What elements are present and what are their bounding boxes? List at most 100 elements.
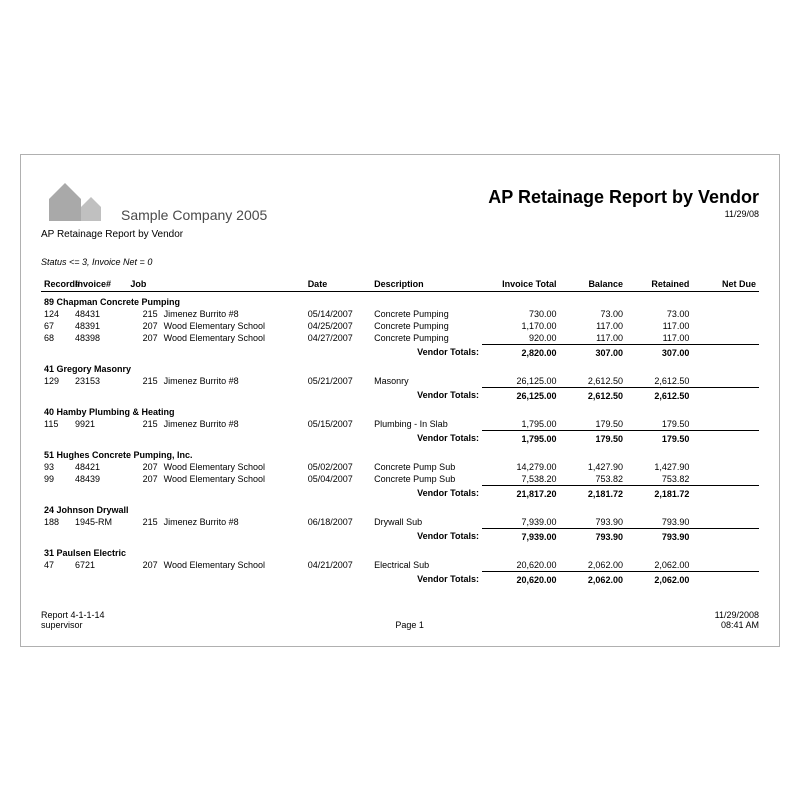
cell-retained: 117.00 bbox=[626, 332, 692, 345]
cell-record: 188 bbox=[41, 516, 72, 529]
cell-invoice: 1945-RM bbox=[72, 516, 127, 529]
cell-date: 06/18/2007 bbox=[305, 516, 371, 529]
report-date: 11/29/08 bbox=[725, 209, 759, 219]
cell-total-due bbox=[692, 387, 759, 402]
cell-retained: 73.00 bbox=[626, 308, 692, 320]
report-title: AP Retainage Report by Vendor bbox=[488, 187, 759, 208]
cell-total-invoice: 7,939.00 bbox=[482, 528, 560, 543]
cell-description: Concrete Pumping bbox=[371, 320, 482, 332]
cell-balance: 2,612.50 bbox=[560, 375, 626, 388]
vendor-totals-label: Vendor Totals: bbox=[41, 387, 482, 402]
cell-net-due bbox=[692, 418, 759, 431]
cell-retained: 2,062.00 bbox=[626, 559, 692, 572]
cell-job-num: 215 bbox=[127, 375, 160, 388]
cell-retained: 2,612.50 bbox=[626, 375, 692, 388]
vendor-name: 24 Johnson Drywall bbox=[41, 500, 759, 516]
cell-balance: 117.00 bbox=[560, 320, 626, 332]
cell-invoice-total: 26,125.00 bbox=[482, 375, 560, 388]
cell-net-due bbox=[692, 375, 759, 388]
vendor-totals-label: Vendor Totals: bbox=[41, 528, 482, 543]
cell-invoice: 48398 bbox=[72, 332, 127, 345]
cell-invoice: 48431 bbox=[72, 308, 127, 320]
col-net-due: Net Due bbox=[692, 277, 759, 292]
cell-description: Plumbing - In Slab bbox=[371, 418, 482, 431]
cell-job-num: 207 bbox=[127, 559, 160, 572]
cell-invoice: 9921 bbox=[72, 418, 127, 431]
cell-record: 129 bbox=[41, 375, 72, 388]
vendor-totals-label: Vendor Totals: bbox=[41, 430, 482, 445]
cell-total-invoice: 2,820.00 bbox=[482, 344, 560, 359]
footer-right: 11/29/2008 08:41 AM bbox=[715, 610, 759, 630]
cell-record: 115 bbox=[41, 418, 72, 431]
report-subtitle: AP Retainage Report by Vendor bbox=[41, 229, 183, 240]
vendor-header-row: 24 Johnson Drywall bbox=[41, 500, 759, 516]
footer-user: supervisor bbox=[41, 620, 105, 630]
table-body: 89 Chapman Concrete Pumping12448431215Ji… bbox=[41, 291, 759, 586]
cell-invoice: 6721 bbox=[72, 559, 127, 572]
cell-total-balance: 2,181.72 bbox=[560, 485, 626, 500]
table-row: 1881945-RM215Jimenez Burrito #806/18/200… bbox=[41, 516, 759, 529]
cell-total-retained: 307.00 bbox=[626, 344, 692, 359]
cell-job-name: Jimenez Burrito #8 bbox=[161, 418, 305, 431]
cell-job-name: Jimenez Burrito #8 bbox=[161, 375, 305, 388]
cell-total-due bbox=[692, 485, 759, 500]
vendor-name: 40 Hamby Plumbing & Heating bbox=[41, 402, 759, 418]
cell-retained: 1,427.90 bbox=[626, 461, 692, 473]
cell-balance: 2,062.00 bbox=[560, 559, 626, 572]
cell-date: 05/21/2007 bbox=[305, 375, 371, 388]
vendor-totals-label: Vendor Totals: bbox=[41, 571, 482, 586]
filter-text: Status <= 3, Invoice Net = 0 bbox=[41, 257, 759, 267]
cell-total-balance: 307.00 bbox=[560, 344, 626, 359]
cell-retained: 793.90 bbox=[626, 516, 692, 529]
cell-job-name: Wood Elementary School bbox=[161, 559, 305, 572]
col-date: Date bbox=[305, 277, 371, 292]
cell-balance: 73.00 bbox=[560, 308, 626, 320]
cell-job-name: Jimenez Burrito #8 bbox=[161, 516, 305, 529]
cell-net-due bbox=[692, 473, 759, 486]
cell-job-num: 207 bbox=[127, 332, 160, 345]
cell-record: 68 bbox=[41, 332, 72, 345]
cell-record: 93 bbox=[41, 461, 72, 473]
cell-job-name: Wood Elementary School bbox=[161, 473, 305, 486]
vendor-totals-row: Vendor Totals:1,795.00179.50179.50 bbox=[41, 430, 759, 445]
cell-total-retained: 179.50 bbox=[626, 430, 692, 445]
cell-job-name: Wood Elementary School bbox=[161, 332, 305, 345]
cell-job-num: 207 bbox=[127, 461, 160, 473]
footer-left: Report 4-1-1-14 supervisor bbox=[41, 610, 105, 630]
vendor-name: 51 Hughes Concrete Pumping, Inc. bbox=[41, 445, 759, 461]
vendor-totals-label: Vendor Totals: bbox=[41, 485, 482, 500]
cell-job-num: 215 bbox=[127, 516, 160, 529]
cell-total-retained: 793.90 bbox=[626, 528, 692, 543]
col-job: Job bbox=[127, 277, 304, 292]
cell-invoice-total: 14,279.00 bbox=[482, 461, 560, 473]
cell-description: Masonry bbox=[371, 375, 482, 388]
cell-record: 99 bbox=[41, 473, 72, 486]
cell-invoice-total: 1,170.00 bbox=[482, 320, 560, 332]
table-row: 12923153215Jimenez Burrito #805/21/2007M… bbox=[41, 375, 759, 388]
cell-total-due bbox=[692, 344, 759, 359]
vendor-name: 89 Chapman Concrete Pumping bbox=[41, 291, 759, 308]
vendor-totals-row: Vendor Totals:26,125.002,612.502,612.50 bbox=[41, 387, 759, 402]
col-invoice: Invoice# bbox=[72, 277, 127, 292]
table-row: 1159921215Jimenez Burrito #805/15/2007Pl… bbox=[41, 418, 759, 431]
cell-total-balance: 2,612.50 bbox=[560, 387, 626, 402]
cell-net-due bbox=[692, 516, 759, 529]
table-row: 6748391207Wood Elementary School04/25/20… bbox=[41, 320, 759, 332]
cell-net-due bbox=[692, 320, 759, 332]
cell-total-due bbox=[692, 430, 759, 445]
table-row: 12448431215Jimenez Burrito #805/14/2007C… bbox=[41, 308, 759, 320]
cell-invoice: 48439 bbox=[72, 473, 127, 486]
col-balance: Balance bbox=[560, 277, 626, 292]
cell-record: 67 bbox=[41, 320, 72, 332]
cell-invoice-total: 7,939.00 bbox=[482, 516, 560, 529]
cell-total-retained: 2,181.72 bbox=[626, 485, 692, 500]
cell-balance: 793.90 bbox=[560, 516, 626, 529]
col-retained: Retained bbox=[626, 277, 692, 292]
cell-total-invoice: 20,620.00 bbox=[482, 571, 560, 586]
cell-net-due bbox=[692, 461, 759, 473]
table-row: 9348421207Wood Elementary School05/02/20… bbox=[41, 461, 759, 473]
vendor-header-row: 31 Paulsen Electric bbox=[41, 543, 759, 559]
cell-date: 04/25/2007 bbox=[305, 320, 371, 332]
cell-total-balance: 793.90 bbox=[560, 528, 626, 543]
cell-description: Concrete Pump Sub bbox=[371, 473, 482, 486]
